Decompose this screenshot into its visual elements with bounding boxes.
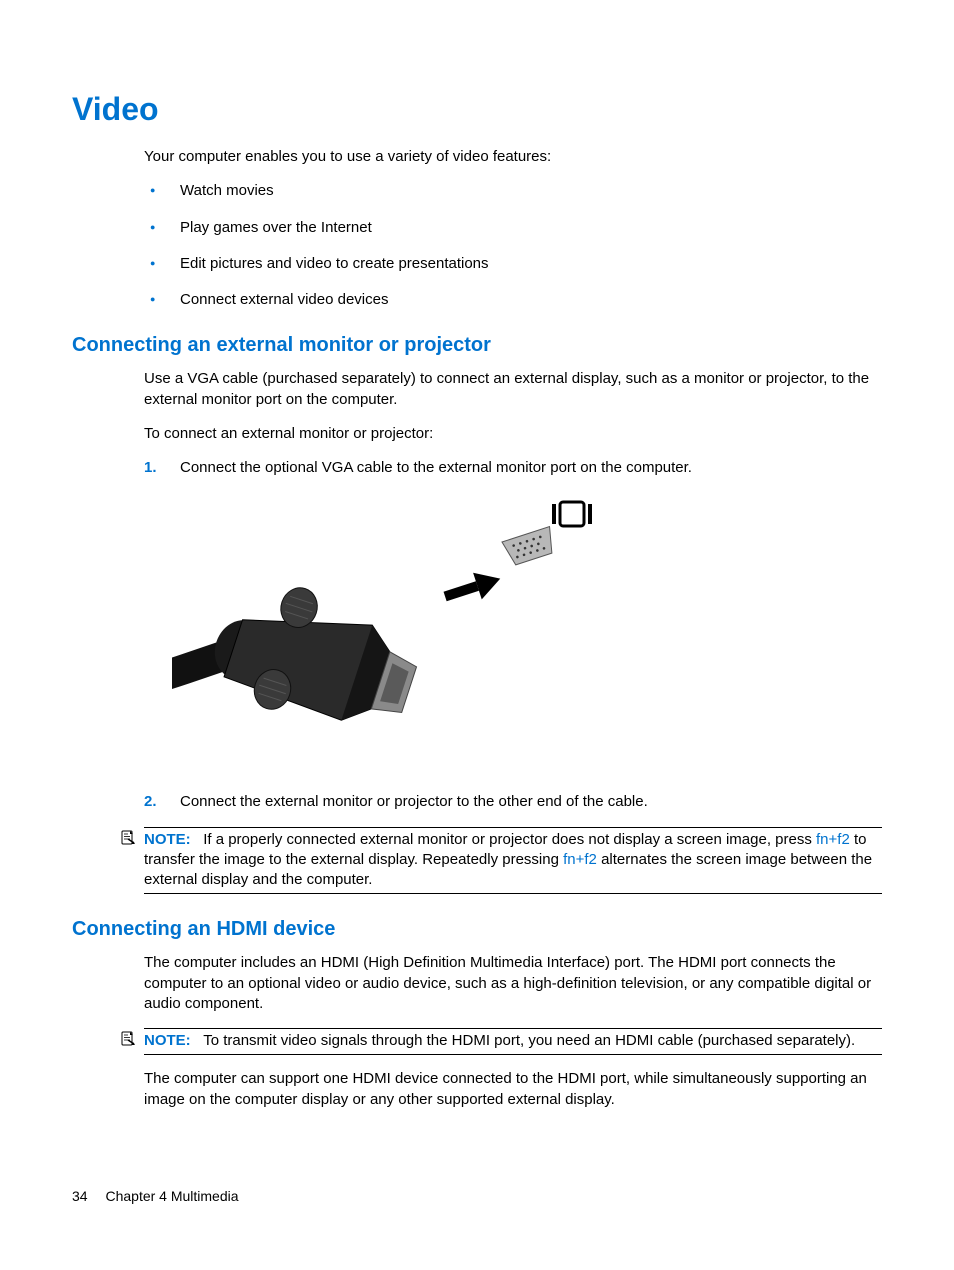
intro-paragraph: Your computer enables you to use a varie… — [144, 147, 882, 167]
note-block: NOTE: If a properly connected external m… — [120, 827, 882, 895]
page-footer: 34 Chapter 4 Multimedia — [72, 1187, 239, 1206]
note-block: NOTE: To transmit video signals through … — [120, 1028, 882, 1055]
step-text: Connect the external monitor or projecto… — [180, 793, 648, 810]
vga-cable-figure — [172, 492, 642, 772]
list-item: Connect external video devices — [144, 290, 882, 310]
page-title: Video — [72, 88, 882, 131]
note-text: To transmit video signals through the HD… — [203, 1032, 855, 1049]
note-icon — [120, 830, 136, 852]
section2-p2: The computer can support one HDMI device… — [144, 1069, 882, 1110]
section2-p1: The computer includes an HDMI (High Defi… — [144, 953, 882, 1014]
note-label: NOTE: — [144, 1032, 191, 1049]
steps-list-2: 2. Connect the external monitor or proje… — [144, 792, 882, 812]
step-item: 1. Connect the optional VGA cable to the… — [144, 458, 882, 478]
steps-list: 1. Connect the optional VGA cable to the… — [144, 458, 882, 478]
step-number: 2. — [144, 792, 157, 812]
section-heading-hdmi: Connecting an HDMI device — [72, 916, 882, 943]
section1-p2: To connect an external monitor or projec… — [144, 424, 882, 444]
note-content: NOTE: If a properly connected external m… — [144, 827, 882, 895]
page-number: 34 — [72, 1188, 88, 1204]
step-text: Connect the optional VGA cable to the ex… — [180, 459, 692, 476]
step-number: 1. — [144, 458, 157, 478]
note-content: NOTE: To transmit video signals through … — [144, 1028, 882, 1055]
keypress: fn+f2 — [563, 851, 597, 868]
section1-p1: Use a VGA cable (purchased separately) t… — [144, 369, 882, 410]
section-heading-external-monitor: Connecting an external monitor or projec… — [72, 332, 882, 359]
list-item: Watch movies — [144, 181, 882, 201]
step-item: 2. Connect the external monitor or proje… — [144, 792, 882, 812]
note-icon — [120, 1031, 136, 1053]
note-text-pre: If a properly connected external monitor… — [203, 831, 816, 848]
note-label: NOTE: — [144, 831, 191, 848]
feature-list: Watch movies Play games over the Interne… — [144, 181, 882, 310]
chapter-label: Chapter 4 Multimedia — [105, 1188, 238, 1204]
keypress: fn+f2 — [816, 831, 850, 848]
list-item: Edit pictures and video to create presen… — [144, 254, 882, 274]
list-item: Play games over the Internet — [144, 218, 882, 238]
